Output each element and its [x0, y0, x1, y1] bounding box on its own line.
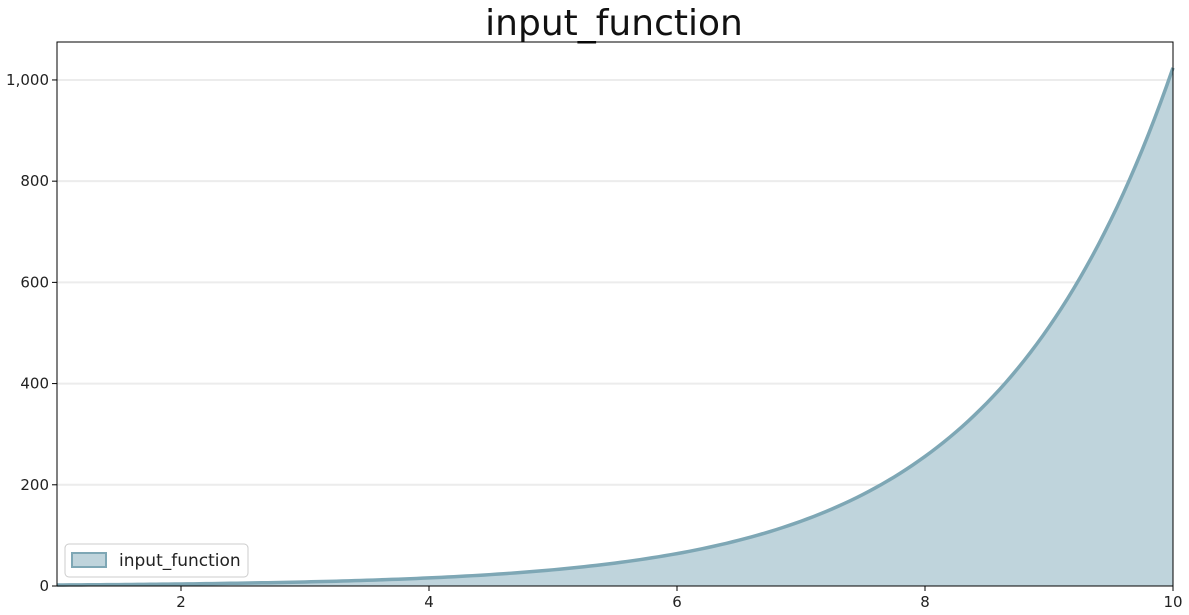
legend-box — [64, 543, 249, 578]
x-tick-label: 10 — [1163, 593, 1182, 611]
y-tick-label: 200 — [20, 476, 49, 494]
y-tick-label: 800 — [20, 172, 49, 190]
y-tick-label: 600 — [20, 273, 49, 291]
x-tick-label: 2 — [176, 593, 186, 611]
legend: input_function — [64, 543, 249, 578]
x-tick-label: 8 — [920, 593, 930, 611]
y-tick-label: 0 — [39, 577, 49, 595]
series-area-0 — [57, 67, 1173, 586]
y-tick-label: 1,000 — [6, 71, 49, 89]
series-line-0 — [56, 67, 1175, 587]
y-tick-label: 400 — [20, 375, 49, 393]
y-axis: 0 200 400 600 800 1,000 — [6, 71, 57, 595]
plot-frame — [56, 41, 1174, 587]
x-tick-label: 6 — [672, 593, 682, 611]
series-layer — [56, 67, 1175, 587]
x-axis: 2 4 6 8 10 — [176, 586, 1183, 611]
legend-label: input_function — [119, 551, 241, 571]
chart-title: input_function — [485, 3, 743, 44]
legend-swatch — [71, 552, 107, 568]
x-tick-label: 4 — [424, 593, 434, 611]
